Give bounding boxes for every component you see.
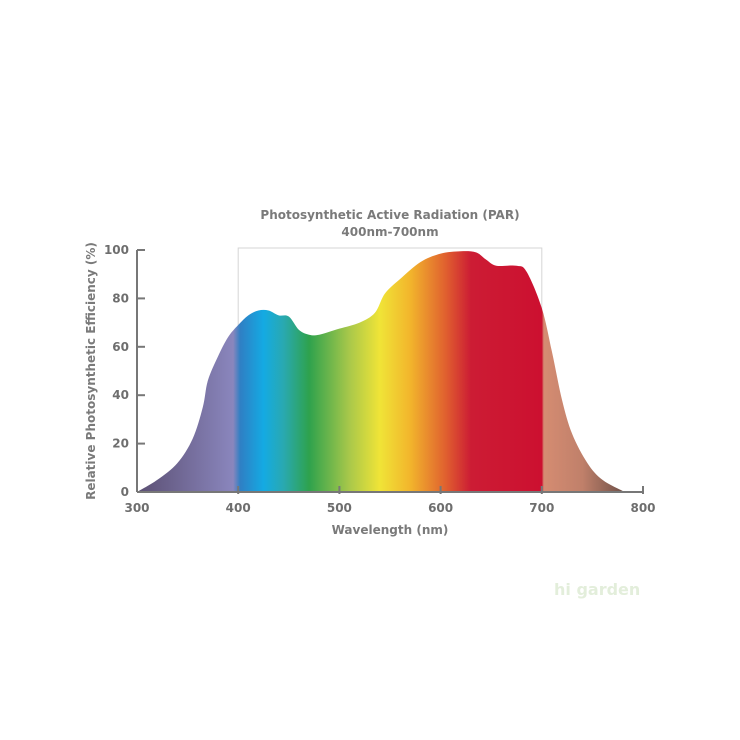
y-axis-label: Relative Photosynthetic Efficiency (%)	[84, 242, 98, 500]
efficiency-area	[137, 251, 625, 492]
x-tick-label: 800	[630, 501, 655, 515]
y-tick-label: 60	[112, 340, 129, 354]
y-tick-label: 100	[104, 243, 129, 257]
chart-subtitle: 400nm-700nm	[341, 225, 438, 239]
y-tick-label: 40	[112, 388, 129, 402]
y-tick-label: 80	[112, 291, 129, 305]
y-tick-label: 0	[121, 485, 129, 499]
x-tick-label: 400	[226, 501, 251, 515]
higarden-logo: hi garden	[554, 580, 641, 599]
x-axis-label: Wavelength (nm)	[332, 523, 449, 537]
chart-title: Photosynthetic Active Radiation (PAR)	[260, 208, 519, 222]
x-tick-label: 300	[124, 501, 149, 515]
y-tick-label: 20	[112, 437, 129, 451]
x-tick-label: 700	[529, 501, 554, 515]
x-tick-label: 500	[327, 501, 352, 515]
x-tick-label: 600	[428, 501, 453, 515]
